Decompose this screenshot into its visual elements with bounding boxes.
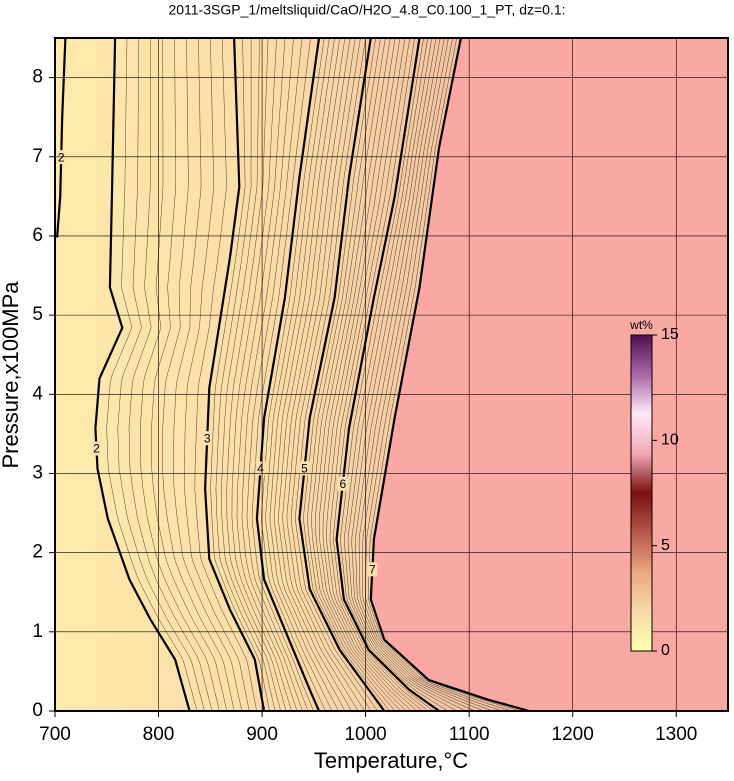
contour-label: 5 <box>301 461 308 475</box>
y-tick-label: 0 <box>32 700 43 721</box>
contour-label-bg <box>367 562 378 577</box>
minor-contour <box>367 38 521 711</box>
y-tick-label: 8 <box>32 67 43 88</box>
minor-contour <box>365 38 512 711</box>
minor-contour <box>347 38 467 711</box>
contour-label: 2 <box>93 442 100 456</box>
minor-contour <box>140 38 220 711</box>
y-tick-label: 7 <box>32 146 43 167</box>
minor-contour <box>278 38 352 711</box>
minor-contour <box>151 38 228 711</box>
minor-contour <box>295 38 378 711</box>
x-tick-label: 700 <box>39 724 71 745</box>
colorbar-tick-label: 0 <box>661 642 670 659</box>
minor-contour <box>351 38 476 711</box>
x-tick-label: 900 <box>246 724 278 745</box>
contour-label: 7 <box>369 562 376 576</box>
contour-line <box>255 38 321 711</box>
contour-label: 4 <box>257 461 264 475</box>
minor-contour <box>315 38 407 711</box>
contour-line <box>335 38 440 711</box>
minor-contour <box>362 38 503 711</box>
x-tick-label: 1200 <box>552 724 594 745</box>
minor-contour <box>273 38 346 711</box>
minor-contour <box>355 38 485 711</box>
plot-frame <box>54 37 729 712</box>
colorbar-tick-label: 10 <box>661 432 679 449</box>
minor-contour <box>210 38 270 711</box>
minor-contour <box>311 38 401 711</box>
plot-area: 2 3 4 5 6 7 2 <box>55 38 728 711</box>
contour-label-bg <box>202 431 213 446</box>
contour-label-bg <box>299 461 310 476</box>
minor-contour <box>162 38 235 711</box>
minor-contour <box>290 38 372 711</box>
contour-line <box>298 38 386 711</box>
x-tick-label: 800 <box>143 724 175 745</box>
minor-contour <box>303 38 390 711</box>
minor-contour <box>329 38 429 711</box>
minor-contour <box>194 38 257 711</box>
minor-contour <box>221 38 281 711</box>
minor-contour <box>215 38 276 711</box>
x-axis-label: Temperature,°C <box>314 748 468 773</box>
minor-contour <box>344 38 458 711</box>
y-axis-label: Pressure,x100MPa <box>0 281 23 469</box>
y-tick-label: 1 <box>32 621 43 642</box>
contour-label: 3 <box>204 431 211 445</box>
colorbar-title: wt% <box>629 318 653 332</box>
minor-contour <box>117 38 205 711</box>
minor-contour <box>173 38 243 711</box>
y-tick-label: 3 <box>32 462 43 483</box>
x-tick-label: 1100 <box>449 724 490 745</box>
contour-label-bg <box>337 476 348 491</box>
contour-label: 2 <box>58 150 65 164</box>
minor-contour <box>286 38 365 711</box>
minor-contour <box>322 38 418 711</box>
chart-title: 2011-3SGP_1/meltsliquid/CaO/H2O_4.8_C0.1… <box>168 2 565 18</box>
x-tick-label: 1300 <box>655 724 697 745</box>
contour-label: 6 <box>339 477 346 491</box>
y-tick-label: 5 <box>32 304 43 325</box>
minor-contour <box>183 38 250 711</box>
y-tick-label: 2 <box>32 542 43 563</box>
minor-contour <box>231 38 292 711</box>
axes: 700 800 900 1000 1100 1200 1300 0 1 2 3 4 5 6 7 8 wt% 0 5 1… <box>32 37 729 745</box>
minor-contour <box>333 38 434 711</box>
contour-label-bg <box>56 150 67 165</box>
contour-label-bg <box>255 461 266 476</box>
minor-contour <box>265 38 333 711</box>
minor-contour <box>251 38 314 711</box>
minor-contour <box>340 38 449 711</box>
contour-label-bg <box>91 441 102 456</box>
minor-contour <box>246 38 309 711</box>
minor-contour <box>318 38 412 711</box>
x-tick-label: 1000 <box>344 724 386 745</box>
minor-contour <box>269 38 339 711</box>
minor-contour <box>241 38 303 711</box>
minor-contour <box>326 38 423 711</box>
minor-contour <box>106 38 198 711</box>
minor-contour <box>261 38 326 711</box>
contour-line <box>203 38 266 711</box>
colorbar-tick-label: 15 <box>661 326 679 343</box>
minor-contour <box>236 38 298 711</box>
minor-contour <box>282 38 359 711</box>
minor-contour <box>128 38 213 711</box>
y-tick-label: 4 <box>32 383 43 404</box>
minor-contour <box>358 38 494 711</box>
minor-contour <box>307 38 396 711</box>
y-tick-label: 6 <box>32 225 43 246</box>
colorbar-tick-label: 5 <box>661 537 670 554</box>
minor-contour <box>226 38 287 711</box>
colorbar <box>630 334 653 652</box>
